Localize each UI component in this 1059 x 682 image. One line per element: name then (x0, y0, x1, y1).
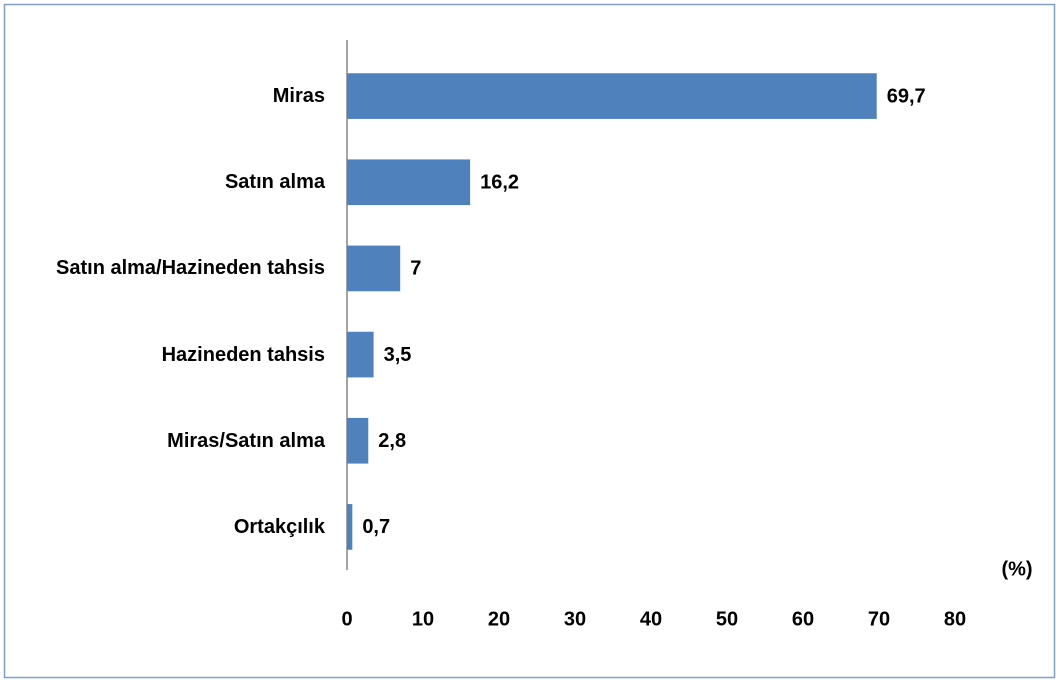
x-tick-label: 30 (564, 608, 586, 630)
bar (347, 504, 353, 550)
value-label: 16,2 (480, 172, 519, 194)
bar (347, 73, 877, 119)
chart-border (3, 3, 1056, 679)
y-tick-label: Miras (272, 85, 325, 108)
x-tick-label: 80 (944, 608, 966, 630)
y-tick-label-box: Hazineden tahsis (25, 343, 325, 367)
x-tick-label: 70 (868, 608, 890, 630)
y-tick-label: Satın alma (224, 171, 325, 194)
x-tick-label: 0 (341, 608, 352, 630)
value-label: 69,7 (887, 85, 926, 107)
value-label: 3,5 (384, 344, 412, 366)
bar (347, 159, 471, 206)
bar (347, 245, 401, 292)
y-tick-label: Satın alma/Hazineden tahsis (56, 257, 325, 280)
x-tick-label: 50 (716, 608, 738, 630)
y-tick-label-box: Satın alma/Hazineden tahsis (25, 256, 325, 280)
x-tick-label: 10 (412, 608, 434, 630)
value-label: 2,8 (378, 430, 406, 452)
y-tick-label: Ortakçılık (233, 515, 325, 538)
y-tick-label-box: Miras (25, 84, 325, 108)
value-label: 7 (410, 258, 421, 280)
bar (347, 417, 369, 464)
x-tick-label: 60 (792, 608, 814, 630)
x-tick-label: 20 (488, 608, 510, 630)
y-tick-label-box: Ortakçılık (25, 515, 325, 539)
y-tick-label: Miras/Satın alma (167, 429, 325, 452)
x-axis-label: (%) (1001, 558, 1032, 580)
y-tick-label: Hazineden tahsis (161, 343, 325, 366)
bar (347, 331, 374, 378)
x-tick-label: 40 (640, 608, 662, 630)
value-label: 0,7 (362, 516, 390, 538)
y-tick-label-box: Satın alma (25, 170, 325, 194)
y-tick-label-box: Miras/Satın alma (25, 429, 325, 453)
